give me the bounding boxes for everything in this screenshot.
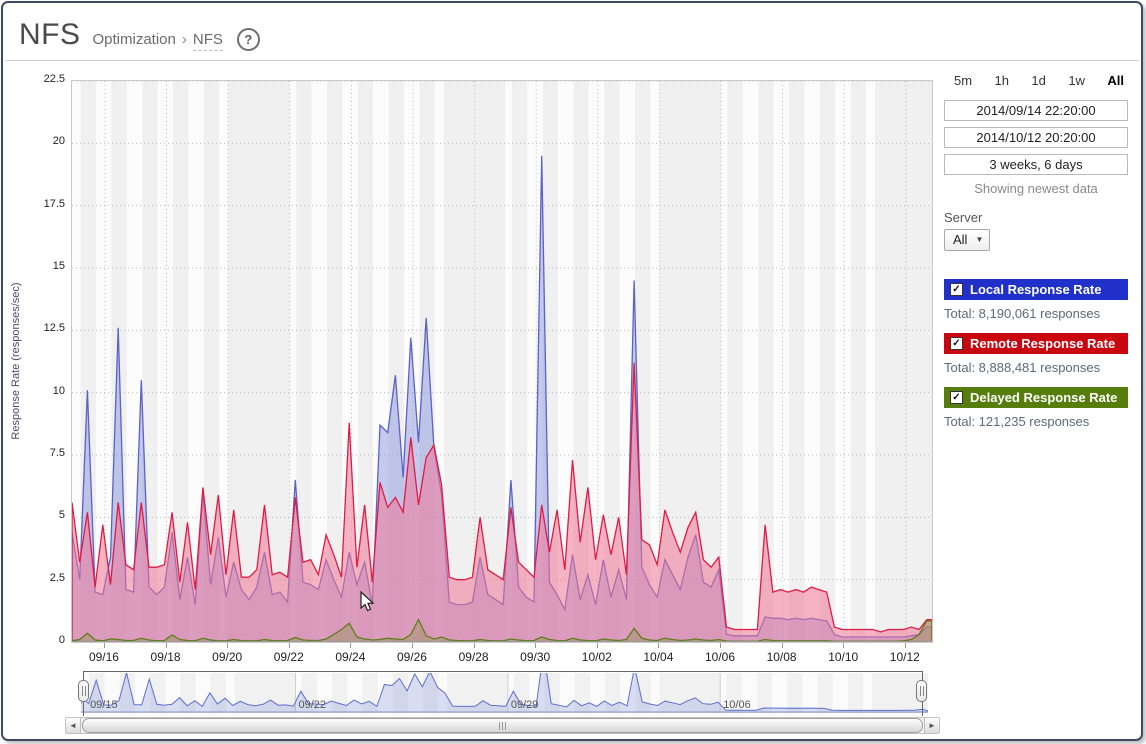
help-icon[interactable]: ?: [236, 27, 260, 51]
y-tick-label: 20: [52, 135, 65, 148]
page-header: NFS Optimization › NFS ?: [19, 13, 260, 57]
checkbox-checked-icon[interactable]: ✓: [950, 283, 963, 296]
server-select-value: All: [953, 232, 968, 247]
x-axis-tick-mark: [350, 643, 352, 648]
x-tick-label: 10/10: [828, 650, 859, 664]
x-axis-tick-mark: [781, 643, 783, 648]
y-tick-label: 0: [58, 634, 65, 646]
x-tick-label: 09/20: [212, 650, 243, 664]
legend: ✓ Local Response Rate Total: 8,190,061 r…: [944, 279, 1128, 429]
legend-total-delayed: Total: 121,235 responses: [944, 414, 1090, 429]
time-range-buttons: 5m 1h 1d 1w All: [944, 73, 1128, 88]
status-text: Showing newest data: [974, 181, 1098, 196]
y-tick-label: 2.5: [49, 571, 65, 584]
y-tick-label: 17.5: [43, 197, 65, 210]
x-axis-tick-mark: [658, 643, 660, 648]
x-axis-tick-mark: [843, 643, 845, 648]
legend-total-local: Total: 8,190,061 responses: [944, 306, 1101, 321]
legend-item-local[interactable]: ✓ Local Response Rate: [944, 279, 1128, 300]
y-tick-label: 5: [58, 509, 65, 522]
navigator-chart[interactable]: 09/15 09/22 09/29 10/06: [81, 673, 928, 716]
legend-label: Remote Response Rate: [970, 336, 1116, 351]
range-button-1d[interactable]: 1d: [1031, 73, 1046, 88]
breadcrumb-section[interactable]: Optimization: [92, 30, 176, 48]
range-button-1h[interactable]: 1h: [994, 73, 1009, 88]
legend-label: Delayed Response Rate: [970, 390, 1118, 405]
chevron-down-icon: ▼: [975, 235, 984, 244]
breadcrumb-current[interactable]: NFS: [192, 30, 223, 51]
header-divider: [5, 60, 1139, 61]
y-tick-label: 15: [52, 260, 65, 272]
x-axis-tick-mark: [165, 643, 167, 648]
navigator-selection-top: [83, 671, 923, 672]
x-tick-label: 10/04: [643, 650, 674, 664]
x-axis-tick-mark: [473, 643, 475, 648]
x-axis-tick-mark: [103, 643, 105, 648]
x-axis-tick-mark: [288, 643, 290, 648]
x-axis-tick-mark: [411, 643, 413, 648]
main-chart[interactable]: [71, 80, 933, 643]
range-button-all[interactable]: All: [1107, 73, 1124, 88]
y-tick-label: 12.5: [43, 322, 65, 335]
navigator-date-label: 09/22: [298, 699, 326, 711]
x-tick-label: 09/22: [273, 650, 304, 664]
x-tick-label: 09/24: [335, 650, 366, 664]
scrollbar-thumb[interactable]: [82, 718, 923, 733]
start-time-input[interactable]: 2014/09/14 22:20:00: [944, 100, 1128, 121]
x-axis-tick-mark: [904, 643, 906, 648]
scrollbar-track[interactable]: [81, 718, 924, 733]
y-axis-title: Response Rate (responses/sec): [10, 282, 22, 440]
x-tick-label: 10/06: [704, 650, 736, 664]
x-tick-label: 10/12: [889, 650, 920, 664]
server-label: Server: [944, 210, 983, 225]
navigator-date-label: 09/29: [510, 699, 539, 711]
x-tick-label: 09/28: [458, 650, 489, 664]
checkbox-checked-icon[interactable]: ✓: [950, 391, 963, 404]
scroll-right-arrow-icon[interactable]: ►: [924, 718, 939, 733]
navigator-date-label: 10/06: [723, 699, 751, 711]
x-axis-tick-mark: [227, 643, 229, 648]
range-button-1w[interactable]: 1w: [1068, 73, 1085, 88]
x-axis-tick-mark: [596, 643, 598, 648]
x-tick-label: 09/30: [520, 650, 551, 664]
page-title: NFS: [19, 18, 81, 51]
x-tick-label: 09/26: [396, 650, 427, 664]
legend-item-remote[interactable]: ✓ Remote Response Rate: [944, 333, 1128, 354]
navigator-left-handle[interactable]: [78, 680, 89, 702]
scroll-left-arrow-icon[interactable]: ◄: [66, 718, 81, 733]
x-tick-label: 10/08: [766, 650, 797, 664]
end-time-input[interactable]: 2014/10/12 20:20:00: [944, 127, 1128, 148]
legend-total-remote: Total: 8,888,481 responses: [944, 360, 1101, 375]
range-button-5m[interactable]: 5m: [954, 73, 973, 88]
checkbox-checked-icon[interactable]: ✓: [950, 337, 963, 350]
y-tick-label: 7.5: [49, 447, 65, 459]
x-tick-label: 09/18: [150, 650, 181, 664]
navigator-date-label: 09/15: [90, 699, 118, 711]
horizontal-scrollbar[interactable]: ◄ ►: [65, 717, 940, 734]
navigator-right-handle[interactable]: [916, 680, 927, 702]
breadcrumb-separator: ›: [181, 30, 187, 48]
breadcrumb: Optimization › NFS: [92, 30, 223, 51]
control-sidebar: 5m 1h 1d 1w All 2014/09/14 22:20:00 2014…: [944, 73, 1128, 429]
x-tick-label: 09/16: [88, 650, 119, 664]
x-axis-tick-mark: [535, 643, 537, 648]
server-select[interactable]: All ▼: [944, 229, 991, 251]
x-tick-label: 10/02: [581, 650, 612, 664]
legend-item-delayed[interactable]: ✓ Delayed Response Rate: [944, 387, 1128, 408]
y-tick-label: 22.5: [43, 73, 65, 85]
y-tick-label: 10: [52, 384, 65, 397]
legend-label: Local Response Rate: [970, 282, 1102, 297]
x-axis-tick-mark: [720, 643, 721, 648]
duration-input[interactable]: 3 weeks, 6 days: [944, 154, 1128, 175]
